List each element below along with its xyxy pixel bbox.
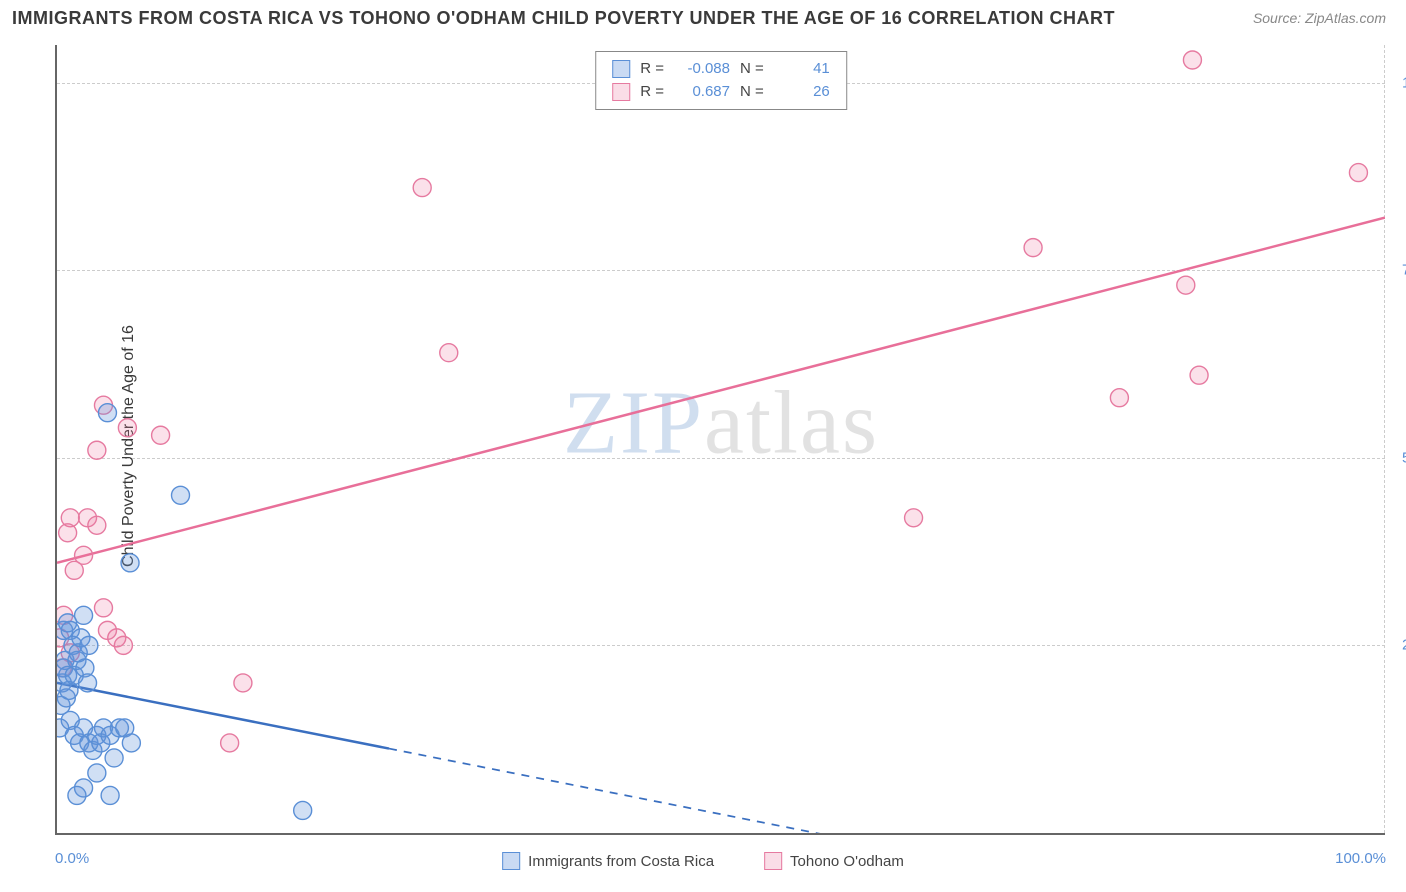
legend-N-blue: 41	[774, 58, 830, 81]
legend-N-pink: 26	[774, 81, 830, 104]
scatter-point-pink	[234, 674, 252, 692]
scatter-point-pink	[88, 441, 106, 459]
scatter-point-blue	[101, 786, 119, 804]
scatter-point-pink	[1024, 239, 1042, 257]
scatter-point-pink	[98, 621, 116, 639]
scatter-point-pink	[75, 546, 93, 564]
legend-N-label-2: N =	[740, 81, 764, 104]
legend-item-pink: Tohono O'odham	[764, 852, 904, 870]
y-tick-label: 50.0%	[1390, 449, 1406, 466]
scatter-point-blue	[88, 764, 106, 782]
source-label: Source: ZipAtlas.com	[1253, 10, 1386, 26]
scatter-point-pink	[59, 524, 77, 542]
scatter-point-blue	[68, 786, 86, 804]
scatter-point-blue	[80, 636, 98, 654]
legend-row-blue: R = -0.088 N = 41	[612, 58, 830, 81]
trend-line-pink	[57, 218, 1385, 563]
scatter-point-pink	[440, 344, 458, 362]
scatter-point-pink	[114, 636, 132, 654]
y-tick-label: 100.0%	[1390, 74, 1406, 91]
chart-title: IMMIGRANTS FROM COSTA RICA VS TOHONO O'O…	[12, 8, 1115, 29]
x-tick-min: 0.0%	[55, 850, 89, 867]
series-legend: Immigrants from Costa Rica Tohono O'odha…	[502, 852, 904, 870]
scatter-point-pink	[1110, 389, 1128, 407]
legend-item-blue: Immigrants from Costa Rica	[502, 852, 714, 870]
scatter-point-blue	[75, 606, 93, 624]
legend-swatch-pink-bottom	[764, 852, 782, 870]
y-tick-label: 75.0%	[1390, 262, 1406, 279]
legend-swatch-pink	[612, 83, 630, 101]
chart-svg	[57, 45, 1385, 833]
legend-swatch-blue-bottom	[502, 852, 520, 870]
plot-area: ZIPatlas R = -0.088 N = 41 R = 0.687 N =…	[55, 45, 1385, 835]
scatter-point-pink	[88, 516, 106, 534]
scatter-point-pink	[118, 419, 136, 437]
legend-N-label: N =	[740, 58, 764, 81]
scatter-point-pink	[413, 179, 431, 197]
y-tick-label: 25.0%	[1390, 637, 1406, 654]
legend-R-blue: -0.088	[674, 58, 730, 81]
scatter-point-pink	[152, 426, 170, 444]
legend-R-label-2: R =	[640, 81, 664, 104]
legend-label-blue: Immigrants from Costa Rica	[528, 853, 714, 870]
legend-row-pink: R = 0.687 N = 26	[612, 81, 830, 104]
scatter-point-pink	[1190, 366, 1208, 384]
scatter-point-blue	[98, 404, 116, 422]
legend-R-pink: 0.687	[674, 81, 730, 104]
scatter-point-pink	[1349, 164, 1367, 182]
scatter-point-pink	[94, 599, 112, 617]
correlation-legend: R = -0.088 N = 41 R = 0.687 N = 26	[595, 51, 847, 110]
scatter-point-pink	[1177, 276, 1195, 294]
scatter-point-blue	[79, 674, 97, 692]
scatter-point-blue	[105, 749, 123, 767]
scatter-point-blue	[121, 554, 139, 572]
legend-swatch-blue	[612, 60, 630, 78]
legend-label-pink: Tohono O'odham	[790, 853, 904, 870]
scatter-point-pink	[1183, 51, 1201, 69]
x-tick-max: 100.0%	[1335, 850, 1386, 867]
scatter-point-blue	[294, 801, 312, 819]
scatter-point-blue	[122, 734, 140, 752]
scatter-point-pink	[905, 509, 923, 527]
trend-line-blue-dashed	[389, 749, 854, 833]
scatter-point-pink	[221, 734, 239, 752]
legend-R-label: R =	[640, 58, 664, 81]
scatter-point-blue	[172, 486, 190, 504]
